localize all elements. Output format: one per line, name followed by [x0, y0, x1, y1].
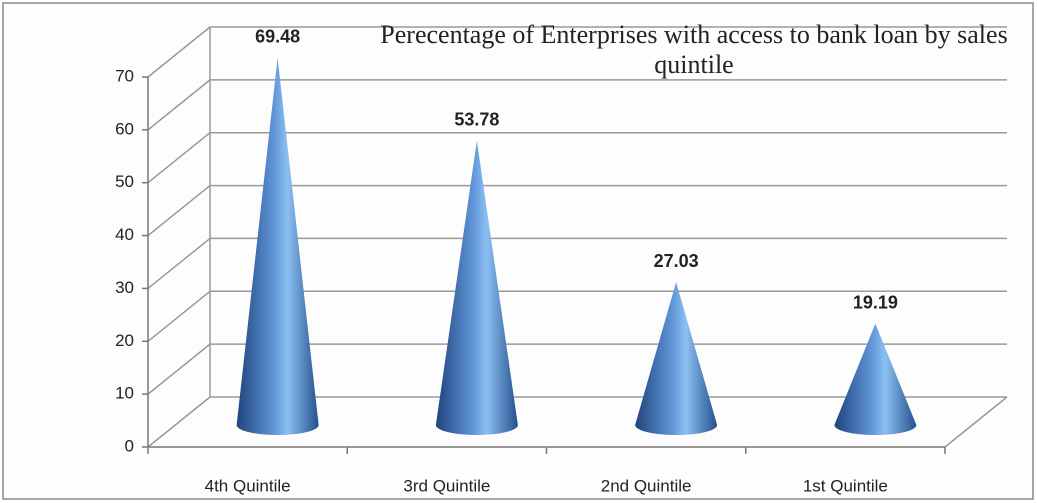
y-tick-label: 0: [125, 436, 134, 455]
chart-title: Perecentage of Enterprises with access t…: [380, 20, 1008, 79]
grid-diagonal: [147, 290, 211, 342]
y-tick-label: 50: [115, 172, 134, 191]
x-tick-label: 1st Quintile: [803, 476, 888, 495]
data-label: 69.48: [255, 26, 300, 46]
y-tick-label: 30: [115, 278, 134, 297]
x-tick-label: 2nd Quintile: [601, 476, 692, 495]
x-tick-label: 4th Quintile: [205, 476, 291, 495]
y-tick-label: 20: [115, 331, 134, 350]
data-label: 53.78: [454, 109, 499, 129]
floor-edge: [944, 396, 1008, 448]
cone: [635, 282, 718, 435]
data-label: 19.19: [853, 292, 898, 312]
data-label: 27.03: [654, 251, 699, 271]
grid-diagonal: [147, 343, 211, 395]
y-tick-label: 10: [115, 384, 134, 403]
grid-diagonal: [147, 237, 211, 290]
cone: [834, 323, 917, 435]
grid-diagonal: [147, 184, 211, 237]
cone: [435, 140, 518, 435]
y-tick-label: 70: [115, 66, 134, 85]
x-tick-label: 3rd Quintile: [403, 476, 490, 495]
grid-diagonal: [147, 132, 211, 184]
grid-diagonal: [147, 79, 211, 131]
y-tick-label: 60: [115, 119, 134, 138]
cone: [236, 57, 319, 436]
grid-diagonal: [147, 396, 211, 448]
y-tick-label: 40: [115, 225, 134, 244]
grid-diagonal: [147, 26, 211, 78]
